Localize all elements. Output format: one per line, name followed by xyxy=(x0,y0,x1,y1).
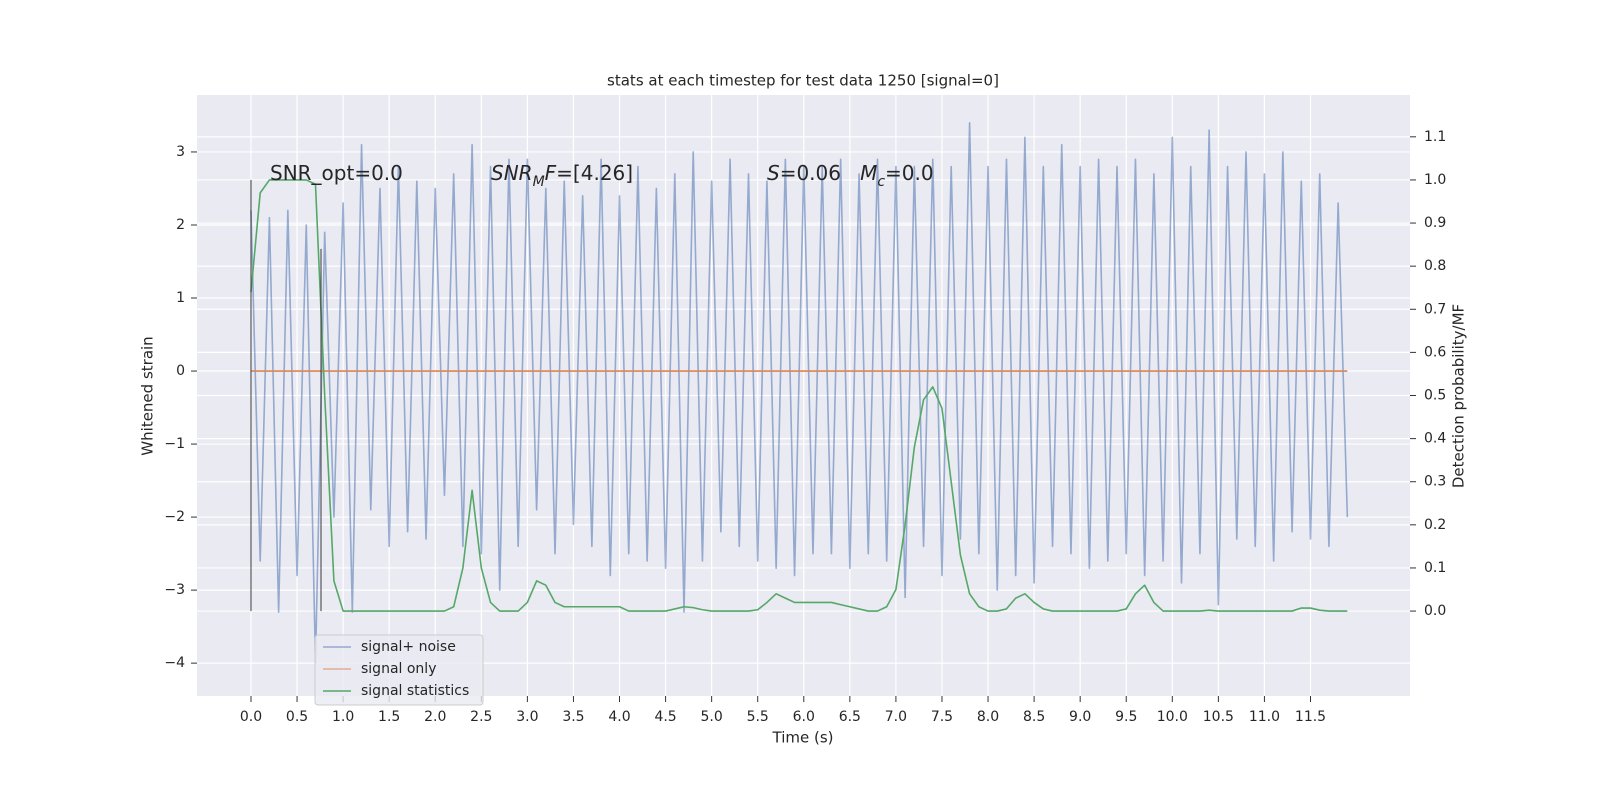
x-tick-label: 6.0 xyxy=(793,709,815,725)
x-tick-label: 10.5 xyxy=(1203,709,1234,725)
x-tick-label: 8.5 xyxy=(1023,709,1045,725)
y2-tick-label: 0.4 xyxy=(1424,431,1446,447)
annotation-part: =[4.26] xyxy=(556,161,633,185)
x-tick-label: 7.0 xyxy=(885,709,907,725)
annotation-part: c xyxy=(877,174,885,190)
y-tick-label: −1 xyxy=(164,436,185,452)
x-tick-label: 2.5 xyxy=(470,709,492,725)
y-tick-label: 2 xyxy=(176,217,185,233)
x-tick-label: 11.5 xyxy=(1295,709,1326,725)
x-tick-label: 5.0 xyxy=(701,709,723,725)
x-tick-label: 4.0 xyxy=(608,709,630,725)
y2-tick-label: 1.0 xyxy=(1424,172,1446,188)
annotation-part: F xyxy=(545,161,557,185)
x-tick-label: 9.5 xyxy=(1115,709,1137,725)
y-tick-label: 1 xyxy=(176,290,185,306)
x-tick-label: 7.5 xyxy=(931,709,953,725)
x-tick-label: 2.0 xyxy=(424,709,446,725)
x-tick-label: 10.0 xyxy=(1157,709,1188,725)
y2-axis-label: Detection probability/MF xyxy=(1450,304,1468,488)
annotation: S=0.06 Mc=0.0 xyxy=(767,161,934,191)
chart-title: stats at each timestep for test data 125… xyxy=(607,72,999,90)
y2-tick-label: 0.3 xyxy=(1424,474,1446,490)
x-tick-label: 4.5 xyxy=(654,709,676,725)
x-tick-label: 9.0 xyxy=(1069,709,1091,725)
legend-label: signal statistics xyxy=(361,683,469,699)
annotation-part: =0.0 xyxy=(885,161,934,185)
legend-label: signal only xyxy=(361,661,436,677)
x-tick-label: 1.5 xyxy=(378,709,400,725)
x-tick-label: 8.0 xyxy=(977,709,999,725)
y2-tick-label: 0.7 xyxy=(1424,301,1446,317)
annotation-part: S xyxy=(767,161,780,185)
y2-tick-label: 0.9 xyxy=(1424,215,1446,231)
annotation-part: M xyxy=(533,174,545,190)
x-tick-label: 11.0 xyxy=(1249,709,1280,725)
annotation-part: M xyxy=(860,161,877,185)
y2-tick-label: 0.8 xyxy=(1424,258,1446,274)
x-tick-label: 6.5 xyxy=(839,709,861,725)
x-tick-label: 0.0 xyxy=(240,709,262,725)
y-tick-label: −3 xyxy=(164,582,185,598)
x-tick-label: 1.0 xyxy=(332,709,354,725)
y2-tick-label: 0.0 xyxy=(1424,603,1446,619)
annotation: SNRMF=[4.26] xyxy=(491,161,633,191)
y2-tick-label: 0.6 xyxy=(1424,344,1446,360)
legend-label: signal+ noise xyxy=(361,639,456,655)
annotation-part: SNR xyxy=(491,161,533,185)
y-tick-label: 3 xyxy=(176,144,185,160)
annotation-part: SNR_opt=0.0 xyxy=(270,161,403,185)
x-tick-label: 3.0 xyxy=(516,709,538,725)
y2-tick-label: 1.1 xyxy=(1424,129,1446,145)
annotation-part: =0.06 xyxy=(780,161,860,185)
x-tick-label: 3.5 xyxy=(562,709,584,725)
y2-tick-label: 0.5 xyxy=(1424,388,1446,404)
y-tick-label: −4 xyxy=(164,655,185,671)
x-tick-label: 0.5 xyxy=(286,709,308,725)
annotation: SNR_opt=0.0 xyxy=(270,161,403,185)
y2-tick-label: 0.1 xyxy=(1424,560,1446,576)
y-axis-label: Whitened strain xyxy=(139,336,157,455)
legend-box xyxy=(314,634,484,706)
series-line xyxy=(250,179,1348,612)
y-tick-label: −2 xyxy=(164,509,185,525)
x-tick-label: 5.5 xyxy=(747,709,769,725)
y2-tick-label: 0.2 xyxy=(1424,517,1446,533)
x-axis-label: Time (s) xyxy=(772,729,834,747)
y-tick-label: 0 xyxy=(176,363,185,379)
